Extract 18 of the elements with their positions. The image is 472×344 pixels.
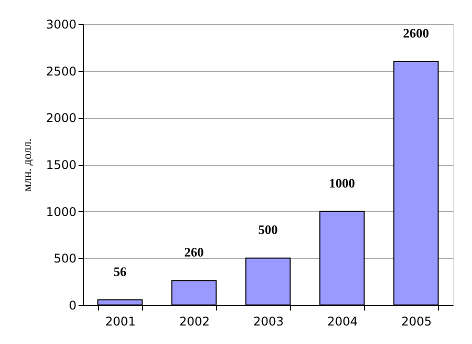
data-label: 500 xyxy=(258,222,278,238)
y-tick-label: 1500 xyxy=(46,158,76,172)
y-tick-label: 3000 xyxy=(46,18,76,32)
data-label: 2600 xyxy=(403,25,429,40)
y-tick-label: 0 xyxy=(68,298,76,312)
y-tick-label: 2500 xyxy=(46,64,76,78)
data-label: 56 xyxy=(114,264,127,279)
x-tick-label: 2004 xyxy=(327,314,358,328)
x-tick-label: 2002 xyxy=(179,314,210,328)
data-label: 1000 xyxy=(329,175,355,190)
data-label: 260 xyxy=(184,244,204,260)
y-tick-label: 500 xyxy=(54,252,76,266)
y-axis-title: млн. долл. xyxy=(20,138,34,192)
y-tick-label: 1000 xyxy=(46,204,76,219)
x-tick-label: 2001 xyxy=(105,314,136,328)
x-tick-label: 2005 xyxy=(401,314,432,328)
x-tick-label: 2003 xyxy=(253,314,284,328)
y-tick-label: 2000 xyxy=(46,111,76,126)
